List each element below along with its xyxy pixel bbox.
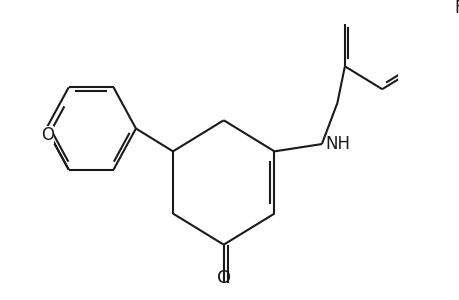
- Text: O: O: [216, 269, 230, 287]
- Text: O: O: [41, 126, 54, 144]
- Text: NH: NH: [325, 135, 350, 153]
- Text: F: F: [454, 0, 459, 17]
